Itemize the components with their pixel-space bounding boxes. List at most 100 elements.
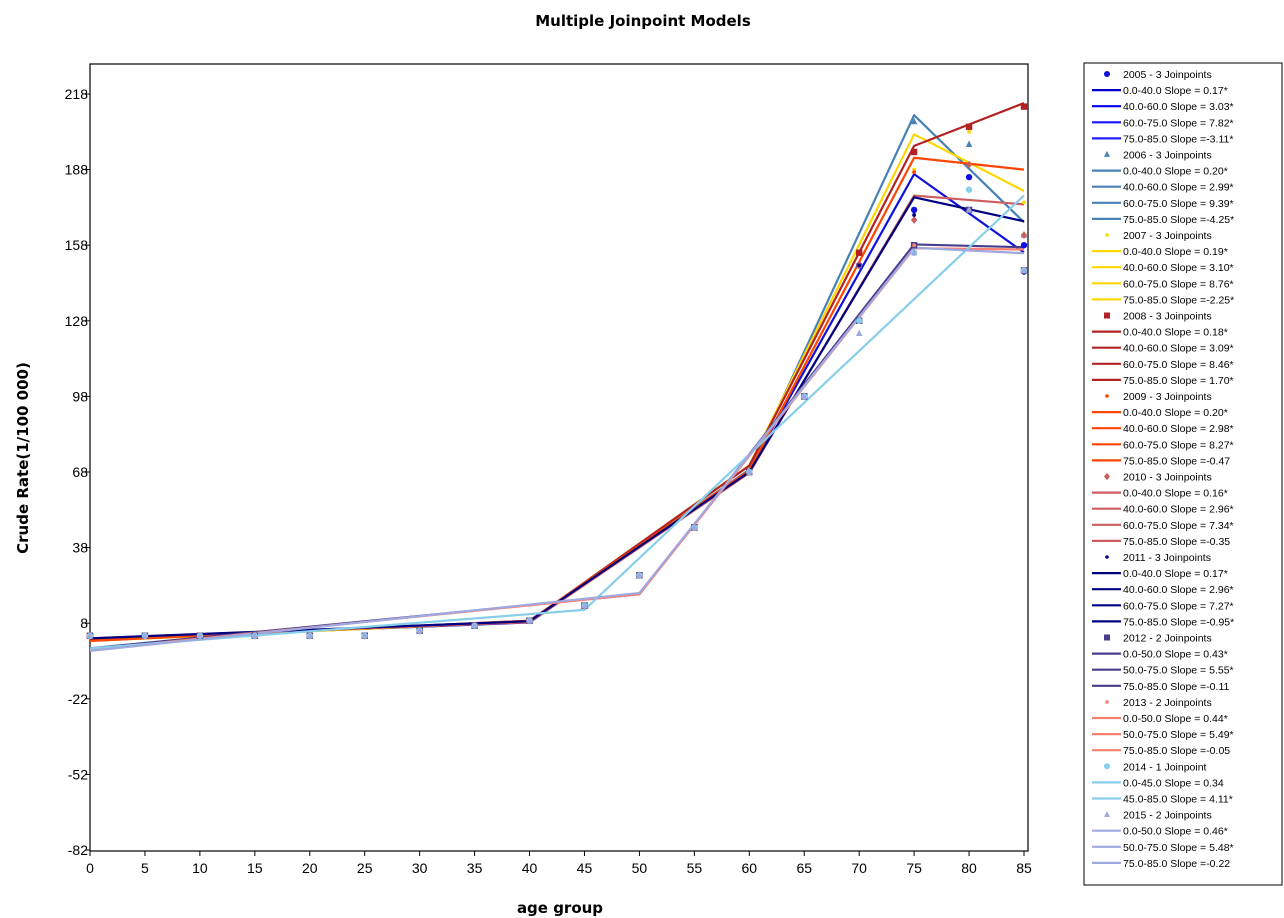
legend-fit-label: 40.0-60.0 Slope = 3.09*: [1123, 343, 1234, 355]
x-tick-label: 25: [357, 860, 373, 876]
legend-marker: [1104, 811, 1110, 817]
legend-fit-label: 40.0-60.0 Slope = 3.10*: [1123, 262, 1234, 274]
x-tick-label: 30: [412, 860, 428, 876]
x-tick-label: 50: [632, 860, 648, 876]
legend-fit-label: 75.0-85.0 Slope =-0.47: [1123, 455, 1230, 467]
y-tick-label: 218: [65, 86, 89, 102]
y-tick-label: 98: [72, 388, 88, 404]
series-10-point: [910, 248, 918, 256]
series-8-point: [912, 243, 917, 248]
legend-fit-label: 50.0-75.0 Slope = 5.55*: [1123, 665, 1234, 677]
series-10-point: [965, 206, 973, 213]
legend-fit-label: 0.0-40.0 Slope = 0.20*: [1123, 407, 1228, 419]
x-tick-label: 75: [906, 860, 922, 876]
legend-marker: [1104, 312, 1110, 319]
series-0-point: [965, 173, 973, 181]
legend-marker: [1104, 472, 1110, 481]
legend-fit-label: 0.0-40.0 Slope = 0.16*: [1123, 488, 1228, 500]
x-tick-label: 65: [796, 860, 812, 876]
legend-fit-label: 0.0-50.0 Slope = 0.46*: [1123, 826, 1228, 838]
legend-marker: [1105, 233, 1109, 237]
y-tick-label: 68: [72, 464, 88, 480]
legend-fit-label: 0.0-50.0 Slope = 0.44*: [1123, 713, 1228, 725]
x-tick-label: 0: [86, 860, 94, 876]
legend-fit-label: 60.0-75.0 Slope = 9.39*: [1123, 198, 1234, 210]
series-3-point: [1020, 103, 1028, 110]
x-tick-label: 35: [467, 860, 483, 876]
series-10-point: [746, 468, 753, 475]
series-10-point: [471, 621, 478, 629]
legend-series-label: 2005 - 3 Joinpoints: [1123, 69, 1212, 81]
series-10-point: [801, 392, 808, 399]
y-tick-label: 158: [65, 237, 89, 253]
legend-series-label: 2006 - 3 Joinpoints: [1123, 150, 1212, 162]
series-10-point: [86, 631, 94, 639]
series-4-point: [912, 170, 917, 175]
x-tick-label: 15: [247, 860, 263, 876]
series-line-6: [89, 196, 1025, 640]
legend-fit-label: 40.0-60.0 Slope = 2.99*: [1123, 182, 1234, 194]
series-10-point: [526, 616, 533, 624]
legend-fit-label: 0.0-40.0 Slope = 0.20*: [1123, 166, 1228, 178]
series-6-point: [857, 263, 862, 268]
y-axis-label: Crude Rate(1/100 000): [14, 362, 32, 554]
series-line-5: [89, 194, 1025, 640]
legend-fit-label: 40.0-60.0 Slope = 2.96*: [1123, 584, 1234, 596]
legend-fit-label: 40.0-60.0 Slope = 3.03*: [1123, 101, 1234, 113]
legend-fit-label: 60.0-75.0 Slope = 8.76*: [1123, 278, 1234, 290]
series-5-point: [965, 160, 973, 169]
legend-series-label: 2015 - 2 Joinpoints: [1123, 810, 1212, 822]
series-line-7: [89, 243, 1025, 650]
legend-fit-label: 75.0-85.0 Slope = 1.70*: [1123, 375, 1234, 387]
legend-series-label: 2009 - 3 Joinpoints: [1123, 391, 1212, 403]
series-10-point: [196, 631, 204, 639]
legend-marker: [1104, 763, 1110, 770]
x-tick-label: 55: [687, 860, 703, 876]
legend-fit-label: 60.0-75.0 Slope = 8.46*: [1123, 359, 1234, 371]
legend-series-label: 2014 - 1 Joinpoint: [1123, 761, 1207, 773]
series-10-point: [636, 571, 643, 578]
legend-marker: [1105, 700, 1109, 704]
legend-fit-label: 0.0-40.0 Slope = 0.17*: [1123, 85, 1228, 97]
series-10-point: [581, 601, 588, 609]
legend-marker: [1105, 555, 1109, 559]
chart-title: Multiple Joinpoint Models: [535, 12, 751, 30]
legend: 2005 - 3 Joinpoints 0.0-40.0 Slope = 0.17…: [1083, 62, 1283, 886]
series-line-0: [89, 173, 1025, 641]
legend-fit-label: 75.0-85.0 Slope =-0.35: [1123, 536, 1230, 548]
legend-marker: [1104, 71, 1110, 77]
x-tick-label: 70: [851, 860, 867, 876]
legend-fit-label: 75.0-85.0 Slope =-0.95*: [1123, 616, 1234, 628]
legend-fit-label: 50.0-75.0 Slope = 5.48*: [1123, 842, 1234, 854]
legend-fit-label: 60.0-75.0 Slope = 7.82*: [1123, 117, 1234, 129]
series-10-point: [361, 631, 368, 639]
series-9-point: [855, 317, 863, 324]
legend-series-label: 2010 - 3 Joinpoints: [1123, 472, 1212, 484]
series-3-point: [855, 249, 863, 256]
legend-series-label: 2007 - 3 Joinpoints: [1123, 230, 1212, 242]
series-1-point: [910, 117, 918, 125]
x-axis-label: age group: [517, 899, 603, 917]
legend-box: [1083, 62, 1283, 886]
legend-series-label: 2011 - 3 Joinpoints: [1123, 552, 1211, 564]
x-tick-label: 10: [192, 860, 208, 876]
legend-fit-label: 0.0-40.0 Slope = 0.17*: [1123, 568, 1228, 580]
series-10-point: [141, 631, 149, 639]
series-0-point: [1020, 242, 1028, 249]
legend-fit-label: 75.0-85.0 Slope =-0.22: [1123, 858, 1230, 870]
series-line-9: [89, 194, 1025, 650]
x-tick-label: 80: [961, 860, 977, 876]
series-10-point: [691, 523, 698, 530]
legend-series-label: 2013 - 2 Joinpoints: [1123, 697, 1212, 709]
legend-fit-label: 75.0-85.0 Slope =-4.25*: [1123, 214, 1234, 226]
legend-fit-label: 0.0-50.0 Slope = 0.43*: [1123, 649, 1228, 661]
series-line-2: [89, 133, 1025, 642]
plot-frame: [89, 63, 1029, 852]
series-10-point: [251, 631, 259, 639]
legend-fit-label: 75.0-85.0 Slope =-0.05: [1123, 745, 1230, 757]
legend-fit-label: 75.0-85.0 Slope =-3.11*: [1123, 133, 1233, 145]
series-line-10: [89, 246, 1025, 653]
series-2-point: [1022, 200, 1026, 205]
series-9-point: [965, 186, 973, 193]
series-1-point: [965, 140, 973, 147]
